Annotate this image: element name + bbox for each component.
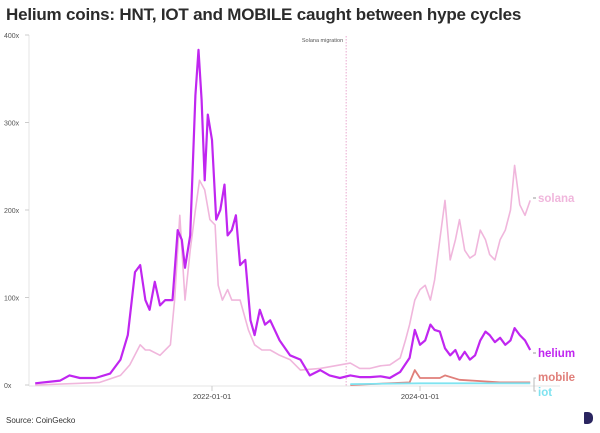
source-note: Source: CoinGecko (6, 416, 76, 425)
solana-migration-label: Solana migration (302, 38, 343, 44)
chart-title: Helium coins: HNT, IOT and MOBILE caught… (6, 5, 522, 24)
y-tick-label: 300x (4, 121, 20, 128)
series-line-mobile (350, 369, 531, 386)
series-label-helium: helium (538, 348, 575, 360)
y-tick-label: 0x (4, 383, 12, 390)
y-tick-label: 100x (4, 296, 20, 303)
series-label-iot: iot (538, 387, 552, 399)
label-bracket-mobile-iot (533, 377, 536, 392)
x-tick-label: 2022-01-01 (193, 392, 231, 401)
y-tick-label: 400x (4, 33, 20, 40)
y-tick-label: 200x (4, 208, 20, 215)
series-line-iot (350, 382, 531, 385)
series-line-solana (35, 164, 531, 386)
brand-logo (584, 412, 593, 424)
series-label-solana: solana (538, 193, 575, 205)
series-line-helium (35, 48, 532, 385)
x-tick-label: 2024-01-01 (401, 392, 439, 401)
series-label-mobile: mobile (538, 372, 575, 384)
